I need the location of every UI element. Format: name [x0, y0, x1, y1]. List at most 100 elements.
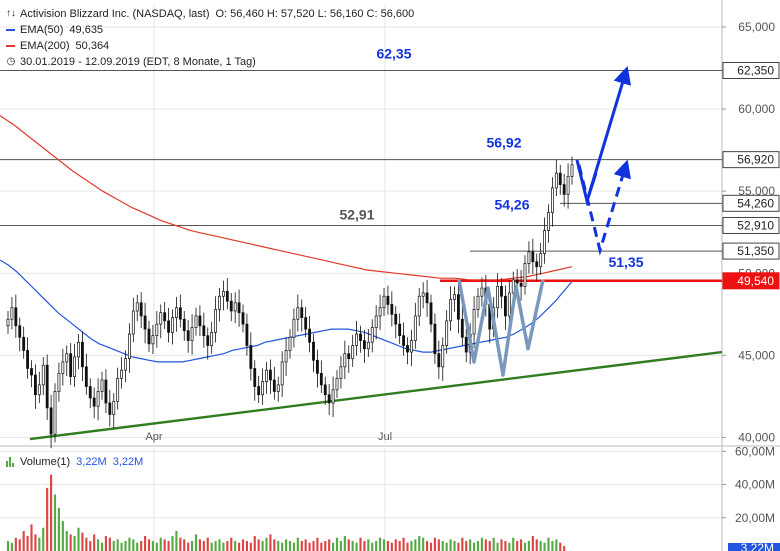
candle-body	[261, 381, 265, 396]
volume-bar	[429, 542, 433, 551]
candle-body	[355, 333, 359, 346]
level-annotation: 52,91	[339, 206, 374, 222]
candle-body	[249, 345, 253, 369]
legend-ohlc: O: 56,460 H: 57,520 L: 56,160 C: 56,600	[215, 8, 415, 20]
projection-arrows	[575, 65, 632, 256]
candle-body	[112, 400, 116, 415]
candle-body	[186, 330, 190, 341]
volume-bar	[300, 541, 303, 551]
volume-bar	[34, 534, 37, 551]
candle-body	[190, 327, 194, 341]
volume-bar	[273, 539, 276, 551]
volume-bar	[324, 541, 327, 551]
volume-bar	[144, 536, 147, 551]
volume-bar	[116, 539, 119, 551]
volume-bar	[543, 542, 546, 551]
volume-bar	[469, 539, 472, 551]
volume-bar	[281, 542, 284, 551]
volume-bar	[335, 537, 339, 551]
candle-body	[135, 302, 139, 312]
volume-bar	[238, 542, 241, 551]
volume-bar	[124, 541, 127, 551]
y-tick-label: 65,000	[738, 20, 775, 34]
candle-body	[33, 374, 37, 396]
candle-body	[480, 287, 484, 297]
volume-bar	[234, 541, 237, 551]
level-annotation: 56,92	[486, 135, 521, 151]
legend-ema200-row[interactable]: EMA(200) 50,364	[6, 38, 414, 54]
candle-body	[225, 290, 229, 302]
candle-body	[386, 295, 390, 305]
candle-body	[276, 384, 280, 392]
level-price-label: 62,350	[737, 63, 774, 77]
volume-bar	[222, 542, 225, 551]
candle-body	[241, 312, 245, 325]
candle-body	[45, 364, 49, 409]
volume-bar	[406, 542, 409, 551]
candle-body	[26, 350, 30, 369]
candle-body	[429, 302, 433, 325]
candle-body	[257, 386, 261, 396]
candle-body	[100, 379, 104, 392]
volume-label: Volume(1)	[20, 456, 71, 468]
volume-bar	[476, 541, 480, 551]
volume-bar	[285, 539, 288, 551]
candle-body	[456, 294, 460, 320]
candle-body	[108, 402, 112, 415]
volume-bar	[97, 539, 100, 551]
chart-legend: ↑↓ Activision Blizzard Inc. (NASDAQ, las…	[6, 6, 414, 70]
volume-bar	[316, 537, 319, 551]
volume-bar	[269, 534, 272, 551]
volume-bar	[171, 536, 174, 551]
candle-body	[18, 325, 22, 338]
candle-body	[496, 286, 500, 309]
y-tick-label: 40,000	[738, 430, 775, 444]
volume-bar	[245, 541, 248, 551]
volume-bar	[512, 537, 515, 551]
volume-last-label: 3,22M	[741, 541, 774, 551]
candle-body	[441, 345, 445, 368]
level-annotation: 54,26	[494, 196, 529, 212]
volume-bar	[26, 536, 29, 551]
level-annotation: 51,35	[608, 254, 643, 270]
candle-body	[312, 341, 315, 361]
candle-body	[143, 315, 147, 330]
candle-body	[104, 379, 108, 404]
legend-range-row: ◷ 30.01.2019 - 12.09.2019 (EDT, 8 Monate…	[6, 54, 414, 70]
candle-body	[472, 309, 476, 335]
volume-bar	[89, 541, 92, 551]
volume-bar	[100, 542, 104, 551]
x-tick-label: Jul	[378, 431, 392, 443]
candle-body	[315, 359, 319, 374]
volume-bar	[551, 541, 554, 551]
candle-body	[370, 327, 374, 343]
level-price-box	[722, 216, 780, 234]
candle-body	[84, 366, 88, 387]
volume-bar	[257, 539, 260, 551]
candlestick-icon: ↑↓	[6, 8, 16, 19]
volume-bar	[277, 541, 280, 551]
volume-bar	[241, 539, 245, 551]
volume-bar	[496, 542, 499, 551]
candle-body	[507, 292, 511, 317]
legend-ema50-row[interactable]: EMA(50) 49,635	[6, 22, 414, 38]
candle-body	[437, 353, 441, 368]
volume-bar	[65, 531, 68, 551]
level-price-label: 54,260	[737, 196, 774, 210]
volume-panel: 60,00M 40,00M 20,00M 3,22M	[6, 444, 780, 551]
volume-bar	[77, 527, 80, 551]
volume-bar	[155, 542, 158, 551]
volume-bar	[527, 541, 530, 551]
candle-body	[292, 318, 296, 338]
volume-bar	[520, 539, 523, 551]
candle-body	[566, 176, 570, 195]
volume-bar	[363, 541, 366, 551]
candle-body	[554, 172, 558, 189]
volume-bar	[312, 541, 315, 551]
volume-bar	[104, 536, 107, 551]
candle-body	[120, 369, 124, 379]
candle-body	[343, 353, 347, 368]
arrow-dashed-path	[577, 159, 631, 256]
volume-bar	[179, 537, 182, 551]
